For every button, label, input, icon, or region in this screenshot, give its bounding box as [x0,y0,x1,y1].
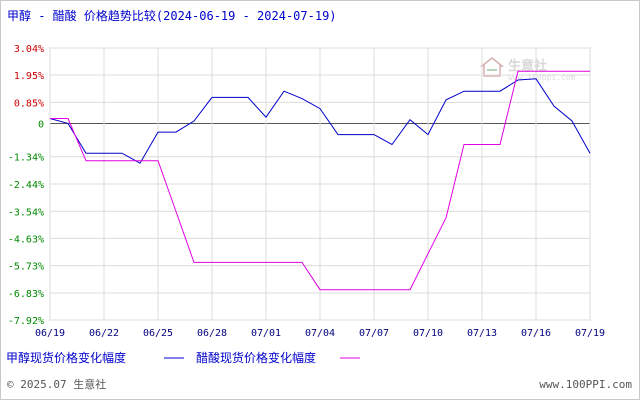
y-tick-label: -3.54% [8,207,44,218]
watermark-url: www.100ppi.com [508,73,576,82]
series-line-methanol [49,78,591,164]
x-tick-label: 07/19 [575,328,605,339]
x-tick-label: 07/13 [467,328,497,339]
house-icon [479,57,505,77]
y-tick-label: -2.44% [8,180,44,191]
x-tick-label: 07/10 [413,328,443,339]
y-tick-label: 0.85% [14,98,44,109]
y-tick-label: 1.95% [14,71,44,82]
y-tick-label: -5.73% [8,262,44,273]
x-axis: 06/19 06/22 06/25 06/28 07/01 07/04 07/07 07/10… [35,328,605,339]
watermark-brand: 生意社 [508,58,547,74]
legend-label-methanol: 甲醇现货价格变化幅度 [6,350,126,365]
x-tick-label: 06/28 [197,328,227,339]
footer-copyright: © 2025.07 生意社 [7,377,106,391]
y-tick-label: -4.63% [8,234,44,245]
x-tick-label: 06/25 [143,328,173,339]
chart-title: 甲醇 - 醋酸 价格趋势比较(2024-06-19 - 2024-07-19) [7,8,337,23]
y-tick-label: 3.04% [14,44,44,55]
footer-site: www.100PPI.com [539,378,632,391]
series-layer [49,70,591,291]
x-tick-label: 07/16 [521,328,551,339]
grid-layer [49,47,591,321]
x-tick-label: 07/07 [359,328,389,339]
y-tick-label: 0 [38,119,44,130]
watermark-logo: 生意社 www.100ppi.com [479,57,576,82]
x-tick-label: 07/01 [251,328,281,339]
x-tick-label: 06/19 [35,328,65,339]
series-line-acetic-acid [50,70,590,291]
x-tick-label: 07/04 [305,328,335,339]
y-tick-label: -1.34% [8,153,44,164]
legend: 甲醇现货价格变化幅度 醋酸现货价格变化幅度 [6,350,360,365]
x-tick-label: 06/22 [89,328,119,339]
y-axis: 3.04% 1.95% 0.85% 0 -1.34% -2.44% -3.54% -4.63%… [8,44,44,327]
legend-label-acetic-acid: 醋酸现货价格变化幅度 [196,350,316,365]
y-tick-label: -7.92% [8,316,44,327]
y-tick-label: -6.83% [8,289,44,300]
